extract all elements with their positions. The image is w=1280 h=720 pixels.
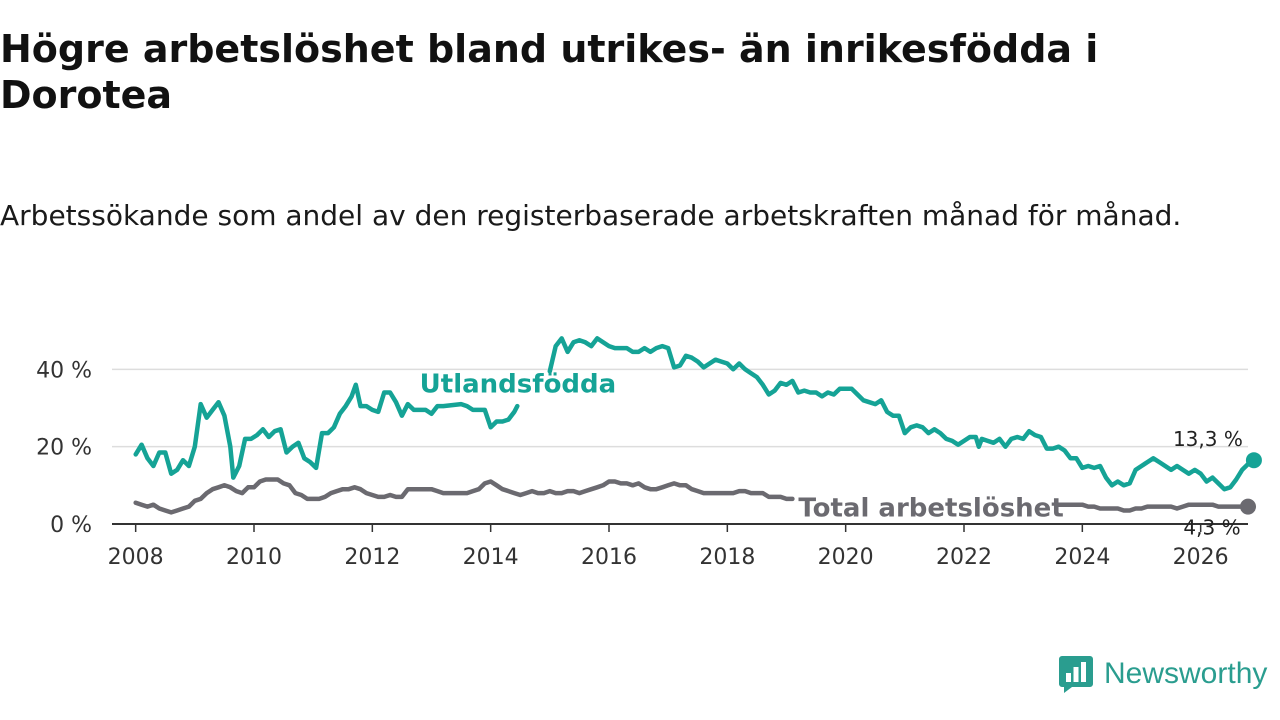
brand-name: Newsworthy (1104, 657, 1268, 690)
line-chart: 0 % 20 % 40 % 2008 2010 2012 2014 2016 2018 2020… (36, 336, 1262, 570)
y-axis-ticks: 0 % 20 % 40 % (36, 358, 92, 538)
x-axis-ticks: 2008 2010 2012 2014 2016 2018 2020 2022 2024 2026 (108, 524, 1229, 570)
chart-title: Högre arbetslöshet bland utrikes- än inr… (0, 27, 1099, 117)
x-tick-label: 2014 (463, 545, 519, 570)
end-value-label-total: 4,3 % (1183, 516, 1240, 540)
line-utlandsfodda (133, 336, 1257, 492)
brand-logo: Newsworthy (1058, 652, 1267, 696)
series-label-total: Total arbetslöshet (798, 494, 1063, 524)
end-point-marker (1240, 498, 1256, 515)
y-tick-label: 0 % (50, 513, 92, 538)
x-tick-label: 2010 (226, 545, 282, 570)
x-tick-label: 2026 (1173, 545, 1229, 570)
y-tick-label: 20 % (36, 436, 92, 461)
x-tick-label: 2016 (581, 545, 637, 570)
x-tick-label: 2020 (818, 545, 874, 570)
chart-subtitle: Arbetssökande som andel av den registerb… (0, 199, 1182, 232)
x-tick-label: 2024 (1054, 545, 1110, 570)
x-tick-label: 2018 (699, 545, 755, 570)
end-value-label-utlandsfodda: 13,3 % (1173, 427, 1243, 451)
series-lines (133, 336, 1262, 515)
y-tick-label: 40 % (36, 358, 92, 383)
line-total-arbetsloshet (133, 477, 1251, 515)
x-tick-label: 2012 (344, 545, 400, 570)
end-point-marker (1245, 452, 1262, 469)
x-tick-label: 2008 (108, 545, 164, 570)
series-label-utlandsfodda: Utlandsfödda (420, 370, 617, 400)
series-labels: Utlandsfödda Total arbetslöshet 13,3 % 4… (420, 370, 1243, 540)
bar-chart-icon (1059, 656, 1093, 693)
x-tick-label: 2022 (936, 545, 992, 570)
